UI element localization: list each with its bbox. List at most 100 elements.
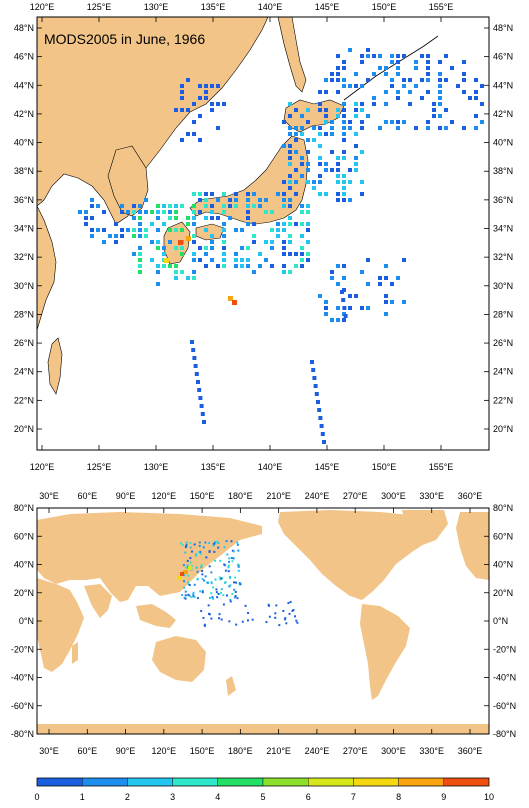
observation-cell: [239, 583, 242, 586]
colorbar-label: 2: [125, 792, 130, 802]
observation-cell: [219, 559, 222, 562]
observation-cell: [198, 246, 202, 250]
observation-cell: [462, 72, 466, 76]
observation-cell: [300, 114, 304, 118]
observation-cell: [432, 108, 436, 112]
observation-cell: [228, 204, 232, 208]
observation-cell: [354, 294, 358, 298]
observation-cell: [354, 162, 358, 166]
colorbar-frame: [36, 777, 490, 787]
observation-cell: [199, 553, 202, 556]
observation-cell: [294, 126, 298, 130]
regional-lon-label: 135°E: [201, 2, 226, 12]
observation-cell: [396, 72, 400, 76]
observation-cell: [336, 66, 340, 70]
observation-cell: [480, 120, 484, 124]
observation-cell: [289, 600, 292, 603]
observation-cell: [190, 596, 193, 599]
observation-cell: [288, 132, 292, 136]
regional-lat-label: 24°N: [493, 367, 513, 377]
observation-cell: [456, 84, 460, 88]
land-antarctica: [37, 724, 489, 734]
observation-cell: [210, 84, 214, 88]
observation-cell: [198, 210, 202, 214]
observation-cell: [274, 612, 277, 615]
observation-cell: [189, 561, 192, 564]
observation-cell: [210, 210, 214, 214]
regional-ticks: 120°E 120°E 125°E 125°E 130°E 130°E 135°E 135°E…: [14, 2, 513, 472]
observation-cell: [193, 364, 198, 368]
observation-cell: [287, 602, 290, 605]
observation-cell: [206, 581, 209, 584]
observation-cell: [120, 210, 124, 214]
observation-cell: [438, 78, 442, 82]
observation-cell: [232, 550, 235, 553]
observation-cell: [384, 312, 388, 316]
observation-cell: [360, 108, 364, 112]
observation-cell: [336, 168, 340, 172]
observation-cell: [195, 553, 198, 556]
observation-cell: [378, 54, 382, 58]
observation-cell-hot: [178, 240, 183, 245]
observation-cell: [408, 102, 412, 106]
regional-lon-label: 140°E: [258, 2, 283, 12]
observation-cell: [282, 609, 285, 612]
observation-cell: [384, 120, 388, 124]
observation-cell: [384, 276, 388, 280]
observation-cell: [189, 542, 192, 545]
observation-cell: [450, 120, 454, 124]
observation-cell: [336, 54, 340, 58]
observation-cell: [462, 78, 466, 82]
regional-lat-label: 32°N: [14, 252, 34, 262]
observation-cell: [336, 198, 340, 202]
observation-cell: [342, 180, 346, 184]
observation-cell: [230, 556, 233, 559]
observation-cell: [200, 566, 203, 569]
observation-cell: [174, 264, 178, 268]
observation-cell: [182, 570, 185, 573]
observation-cell: [192, 240, 196, 244]
observation-cell: [311, 368, 316, 372]
observation-cell: [354, 156, 358, 160]
observation-cell: [295, 619, 298, 622]
global-lon-label: 240°E: [305, 491, 330, 501]
observation-cell: [236, 543, 239, 546]
observation-cell: [187, 581, 190, 584]
observation-cell: [300, 252, 304, 256]
observation-cell: [216, 102, 220, 106]
observation-cell: [186, 132, 190, 136]
observation-cell: [216, 198, 220, 202]
global-lon-label: 300°E: [381, 746, 406, 756]
observation-cell: [210, 234, 214, 238]
regional-lat-label: 38°N: [14, 166, 34, 176]
colorbar-swatch: [81, 777, 128, 787]
observation-cell: [426, 66, 430, 70]
observation-cell: [438, 60, 442, 64]
observation-cell: [188, 583, 191, 586]
observation-cell: [294, 138, 298, 142]
observation-cell: [205, 556, 208, 559]
observation-cell: [462, 90, 466, 94]
observation-cell: [156, 246, 160, 250]
observation-cell: [201, 591, 204, 594]
observation-cell: [438, 102, 442, 106]
observation-cell: [291, 609, 294, 612]
observation-cell: [199, 404, 204, 408]
observation-cell: [246, 216, 250, 220]
observation-cell: [336, 90, 340, 94]
observation-cell: [202, 420, 206, 424]
observation-cell: [306, 210, 310, 214]
observation-cell: [150, 240, 154, 244]
observation-cell: [204, 198, 208, 202]
observation-cell: [174, 228, 178, 232]
observation-cell: [396, 90, 400, 94]
observation-cell: [438, 114, 442, 118]
observation-cell: [426, 54, 430, 58]
observation-cell: [96, 228, 100, 232]
regional-lat-label: 22°N: [14, 395, 34, 405]
observation-cell: [188, 594, 191, 597]
observation-cell: [306, 180, 310, 184]
observation-cell: [317, 408, 322, 412]
observation-cell: [330, 72, 334, 76]
global-landmass: [37, 510, 489, 734]
